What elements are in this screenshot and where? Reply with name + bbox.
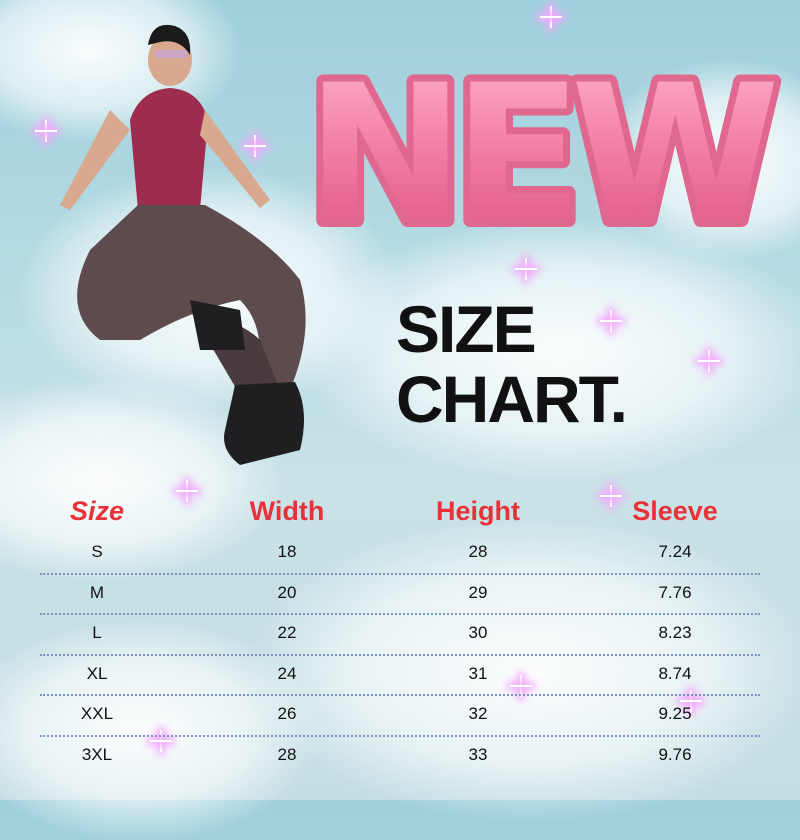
cell-size: XXL <box>80 704 114 724</box>
cell-sleeve: 8.23 <box>658 623 692 643</box>
cell-width: 22 <box>277 623 297 643</box>
table-header: Size Width Height Sleeve <box>40 494 760 534</box>
cell-width: 26 <box>277 704 297 724</box>
header-width: Width <box>249 496 325 526</box>
cell-width: 20 <box>277 582 297 602</box>
cell-height: 29 <box>468 582 488 602</box>
cell-width: 18 <box>277 542 297 561</box>
cell-sleeve: 9.25 <box>658 704 692 724</box>
cell-sleeve: 8.74 <box>658 663 692 683</box>
table-row: S 18 28 7.24 <box>40 534 760 575</box>
cell-size: L <box>92 623 102 643</box>
cell-height: 28 <box>468 542 488 561</box>
title-line-2: CHART. <box>396 362 628 436</box>
cell-size: 3XL <box>81 744 113 764</box>
table-row: M 20 29 7.76 <box>40 575 760 616</box>
cell-height: 30 <box>468 623 488 643</box>
header-height: Height <box>436 496 520 526</box>
header-sleeve: Sleeve <box>632 496 718 526</box>
cell-height: 31 <box>468 663 488 683</box>
cell-size: XL <box>86 663 108 683</box>
table-row: XL 24 31 8.74 <box>40 656 760 697</box>
cell-sleeve: 7.76 <box>658 582 692 602</box>
table-row: L 22 30 8.23 <box>40 615 760 656</box>
table-row: XXL 26 32 9.25 <box>40 696 760 737</box>
cell-sleeve: 9.76 <box>658 744 692 764</box>
cell-height: 32 <box>468 704 488 724</box>
title-line-1: SIZE <box>396 292 537 366</box>
table-row: 3XL 28 33 9.76 <box>40 737 760 776</box>
cell-sleeve: 7.24 <box>658 542 692 561</box>
header-size: Size <box>69 496 125 526</box>
cell-width: 24 <box>277 663 297 683</box>
model-photo <box>60 24 306 465</box>
new-bubble-headline: NEW <box>299 40 782 250</box>
cell-size: S <box>91 542 103 561</box>
new-text: NEW <box>306 44 775 250</box>
size-chart-title: SIZE CHART. <box>396 292 628 436</box>
size-table: Size Width Height Sleeve S 18 28 7.24 M 20 29 7… <box>40 494 760 776</box>
cell-size: M <box>89 582 105 602</box>
cell-height: 33 <box>468 744 488 764</box>
cell-width: 28 <box>277 744 297 764</box>
